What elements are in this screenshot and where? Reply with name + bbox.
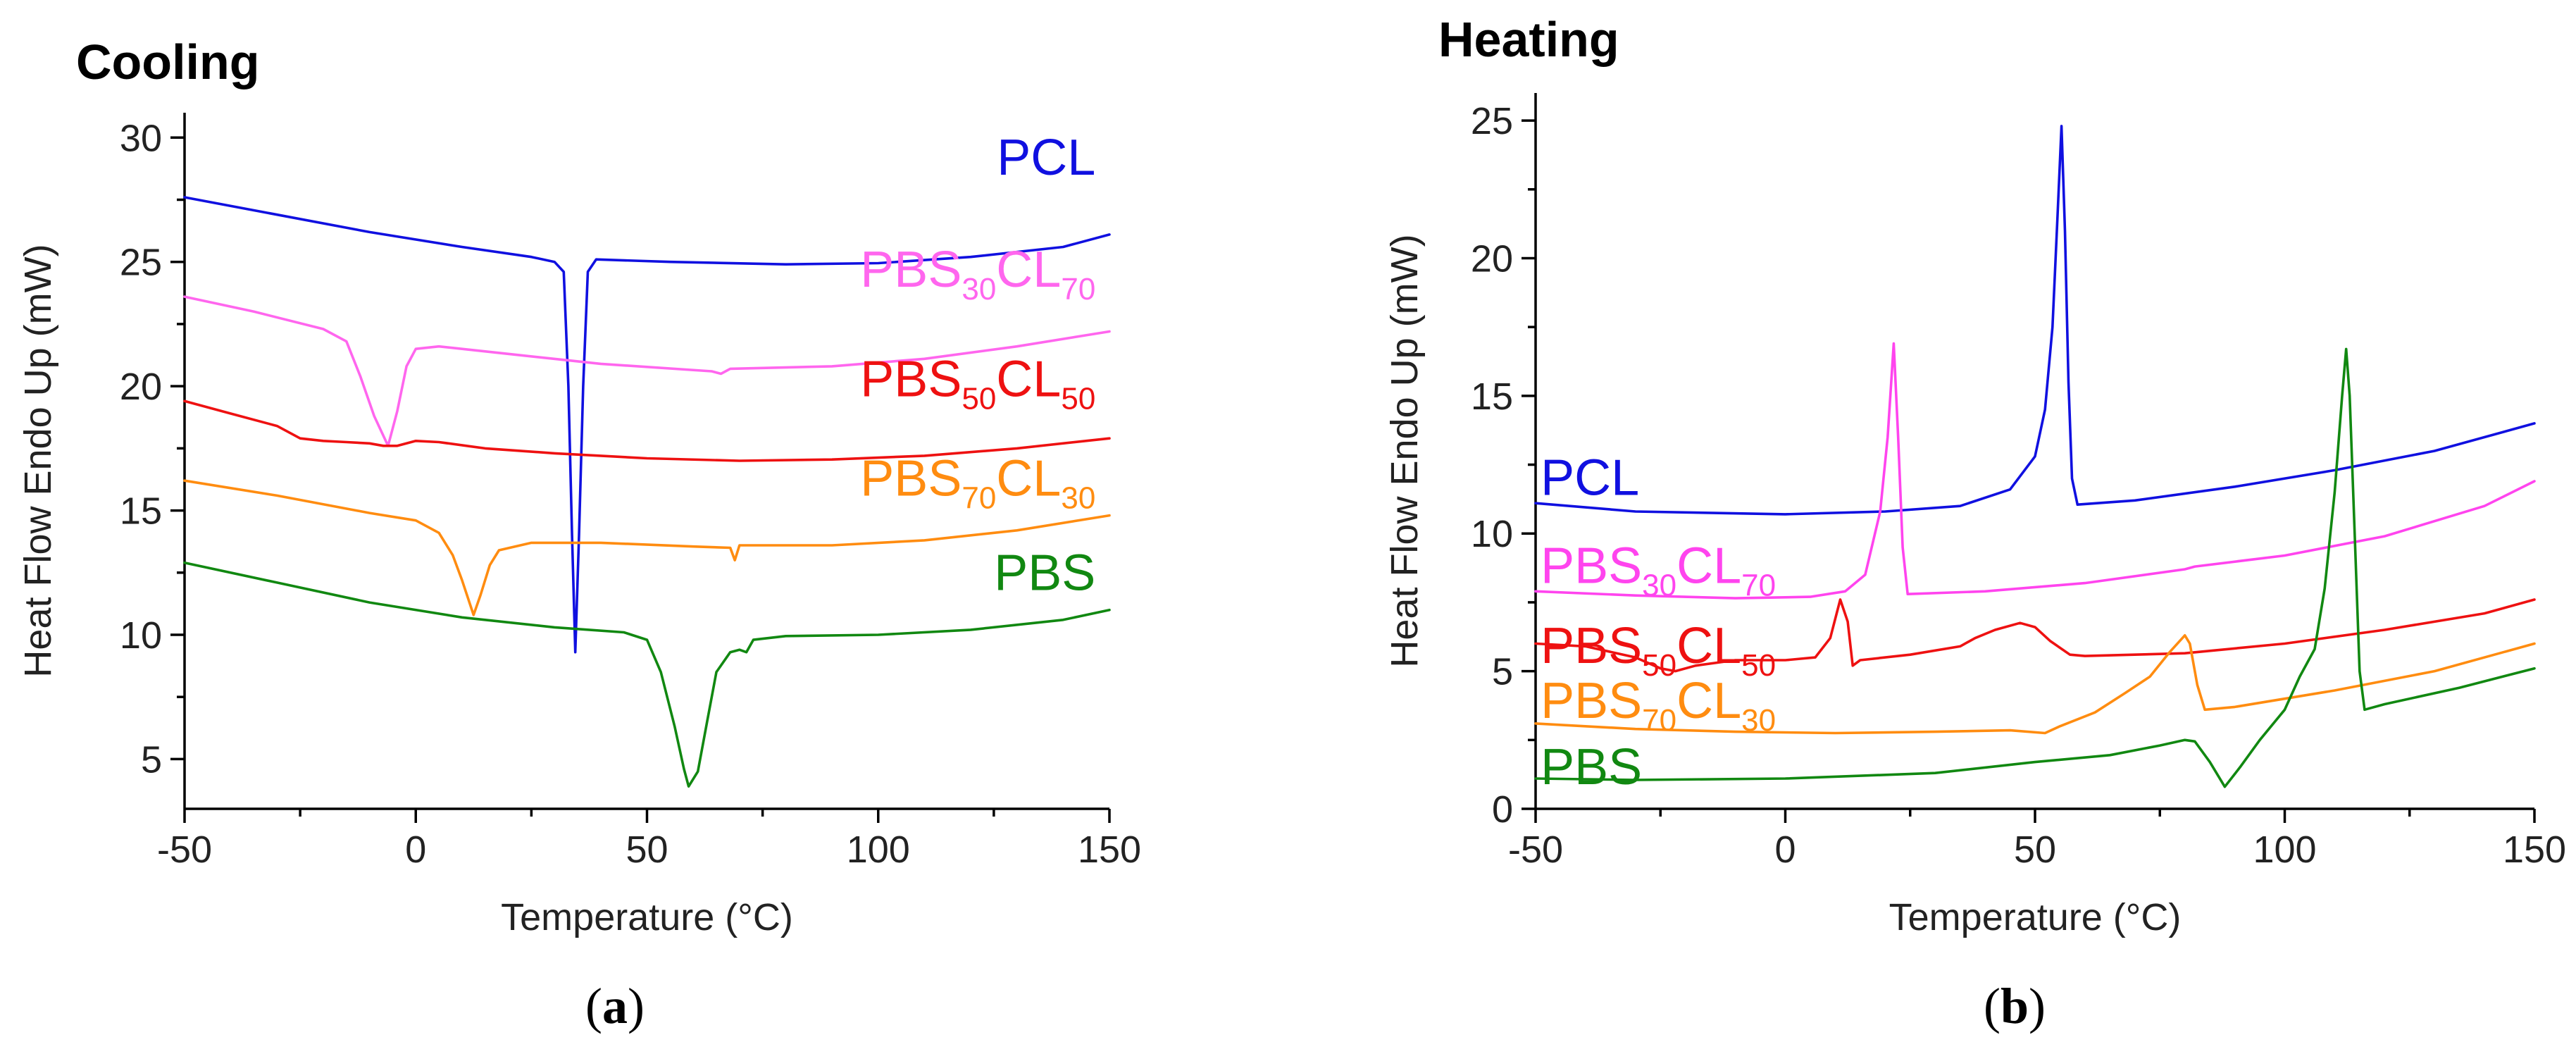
panel-b-caption: (b) [1984,978,2046,1034]
panel-a-y-tick-label: 15 [120,490,162,533]
panel-b-series-label-pbs70cl30: PBS70CL30 [1541,673,1776,738]
panel-b-y-tick-label: 5 [1492,651,1513,693]
panel-a-x-axis-title: Temperature (°C) [501,896,793,938]
panel-a-x-tick-label: 100 [847,829,910,871]
panel-b-series-label-pbs: PBS [1541,739,1642,795]
panel-b-heating: Heating-50 0 50 100 1500510152025Temperature… [1383,12,2566,1034]
panel-b-x-tick-label: 50 [2014,829,2056,871]
panel-b-series-label-pbs30cl70: PBS30CL70 [1541,538,1776,603]
panel-b-x-tick-label: 150 [2503,829,2566,871]
panel-a-y-tick-label: 10 [120,614,162,657]
panel-a-series-line-pbs [183,561,1111,788]
panel-a-series-label-pcl: PCL [997,130,1095,186]
panel-a-title: Cooling [76,35,259,89]
panel-b-y-tick-label: 15 [1471,376,1513,418]
panel-a-series-label-pbs: PBS [994,545,1095,601]
panel-b-series-label-pcl: PCL [1541,450,1639,507]
panel-a-series-line-pbs70cl30 [183,479,1111,616]
panel-b-y-axis-title: Heat Flow Endo Up (mW) [1383,234,1426,667]
panel-a-x-tick-label: 50 [626,829,668,871]
panel-b-y-tick-label: 0 [1492,788,1513,831]
panel-a-series-line-pbs30cl70 [183,295,1111,447]
panel-b-x-tick-label: -50 [1508,829,1563,871]
panel-b-y-tick-label: 20 [1471,237,1513,280]
panel-a-cooling: Cooling -50 0 50 100 150 5 10 15 20 25 30 Temperatur… [17,35,1141,1034]
panel-a-y-tick-label: 5 [141,738,162,781]
panel-b-series-line-pbs30cl70 [1534,342,2536,600]
panel-a-caption: (a) [585,978,645,1034]
panel-b-x-tick-label: 100 [2253,829,2316,871]
panel-b-x-axis-title: Temperature (°C) [1889,896,2182,938]
panel-a-y-tick-label: 25 [120,242,162,284]
panel-a-series-line-pcl [183,196,1111,654]
panel-b-y-tick-label: 10 [1471,513,1513,555]
panel-b-series-label-pbs50cl50: PBS50CL50 [1541,618,1776,683]
panel-b-x-tick-label: 0 [1774,829,1796,871]
panel-b-title: Heating [1438,12,1619,67]
panel-b-series-line-pbs50cl50 [1534,598,2536,673]
panel-a-series-line-pbs50cl50 [183,399,1111,462]
panel-b-series-line-pbs70cl30 [1534,634,2536,735]
panel-a-series-label-pbs50cl50: PBS50CL50 [860,351,1095,416]
panel-a-y-axis-title: Heat Flow Endo Up (mW) [17,244,59,677]
panel-a-y-tick-label: 20 [120,366,162,408]
panel-a-y-tick-label: 30 [120,117,162,159]
panel-a-x-tick-label: 0 [405,829,426,871]
panel-a-series-label-pbs30cl70: PBS30CL70 [860,242,1095,306]
panel-b-y-tick-label: 25 [1471,100,1513,142]
panel-a-x-tick-label: -50 [157,829,212,871]
panel-b-series-line-pbs [1534,347,2536,788]
panel-a-series-label-pbs70cl30: PBS70CL30 [860,450,1095,515]
panel-a-x-tick-label: 150 [1078,829,1141,871]
panel-b-series-line-pcl [1534,125,2536,516]
